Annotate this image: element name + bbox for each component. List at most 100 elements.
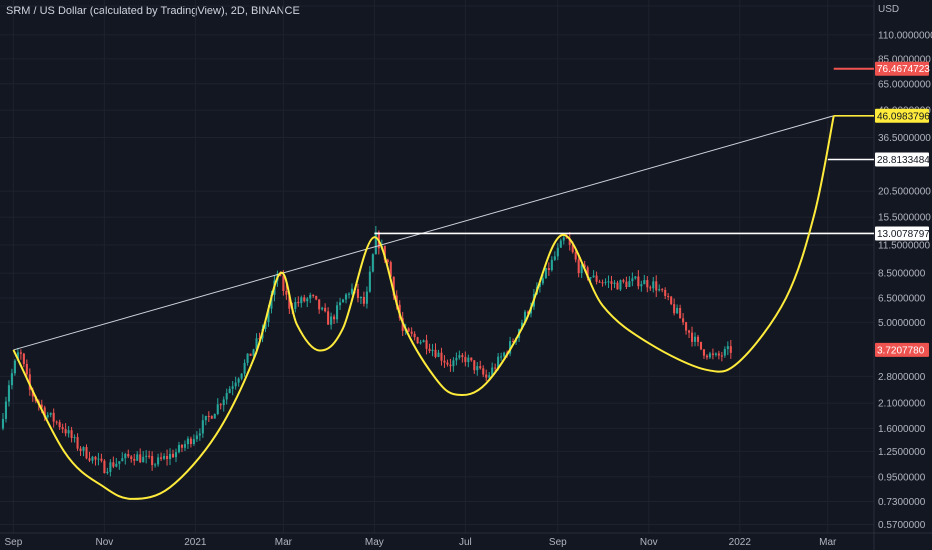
candle-up [723, 349, 726, 356]
candle-up [106, 471, 109, 474]
candle-up [192, 439, 195, 444]
candle-down [55, 421, 58, 423]
candle-up [142, 456, 145, 463]
y-tick-label: 5.0000000 [878, 318, 926, 329]
candle-down [449, 364, 452, 367]
candle-down [512, 341, 515, 343]
candle-up [592, 275, 595, 278]
candle-up [183, 444, 186, 448]
candle-up [523, 311, 527, 323]
candle-up [91, 456, 94, 461]
candle-down [52, 412, 55, 422]
candle-down [64, 429, 67, 434]
candle-down [568, 238, 571, 246]
candle-down [88, 458, 91, 461]
candle-down [610, 281, 613, 284]
candle-down [425, 340, 428, 349]
candle-down [685, 322, 688, 331]
candle-up [714, 353, 717, 355]
price-label: 13.0078797 [877, 229, 930, 240]
price-label-box [875, 152, 929, 167]
candle-up [174, 452, 178, 458]
candle-down [303, 297, 306, 302]
candle-down [103, 460, 106, 474]
symbol-title: SRM / US Dollar (calculated by TradingVi… [6, 5, 300, 17]
candle-up [550, 259, 553, 271]
price-label: 3.7207780 [877, 345, 925, 356]
candle-up [4, 401, 8, 419]
candle-up [109, 462, 112, 472]
candle-down [356, 289, 359, 299]
candle-up [115, 463, 118, 467]
candle-down [601, 282, 604, 284]
candle-down [19, 352, 22, 354]
candle-up [604, 281, 607, 283]
candle-down [288, 294, 291, 309]
candle-down [699, 341, 703, 350]
candle-down [625, 281, 628, 288]
candle-down [28, 374, 31, 390]
candle-down [219, 404, 222, 406]
candle-up [339, 302, 342, 306]
candle-up [306, 298, 309, 302]
candle-up [237, 378, 240, 383]
candle-down [494, 367, 497, 369]
candle-up [359, 296, 362, 299]
candle-down [386, 259, 389, 263]
x-tick-label: Sep [5, 537, 23, 548]
candle-down [315, 295, 318, 300]
candle-up [198, 433, 201, 436]
y-tick-label: 0.7300000 [878, 497, 926, 508]
price-label: 28.8133484 [877, 155, 930, 166]
candle-down [690, 332, 694, 342]
candle-down [389, 262, 392, 277]
price-label: 76.4674723 [877, 64, 930, 75]
candle-down [327, 311, 330, 325]
y-tick-label: 15.5000000 [878, 213, 931, 224]
candle-up [157, 457, 160, 465]
candle-up [300, 297, 303, 304]
candle-down [717, 353, 720, 356]
candle-down [416, 337, 419, 344]
candle-up [503, 352, 506, 357]
candle-down [598, 281, 601, 283]
y-tick-label: 36.5000000 [878, 133, 931, 144]
candle-down [312, 294, 315, 296]
candle-up [270, 294, 273, 309]
candle-up [553, 256, 556, 260]
candle-up [136, 454, 139, 461]
candle-up [556, 247, 559, 257]
candle-down [94, 456, 97, 460]
candle-down [440, 352, 443, 361]
candle-down [210, 416, 213, 419]
candle-down [428, 348, 431, 352]
pattern-curve[interactable] [12, 115, 835, 500]
candle-down [58, 422, 61, 428]
candle-up [467, 357, 470, 363]
candle-up [559, 240, 562, 248]
price-label-box [875, 61, 929, 76]
candle-up [228, 388, 231, 394]
x-tick-label: Nov [96, 537, 114, 548]
candle-up [255, 338, 258, 350]
candle-down [279, 273, 282, 276]
y-tick-label: 0.9500000 [878, 472, 926, 483]
price-label-box [875, 342, 929, 357]
candle-down [446, 362, 449, 365]
candle-up [652, 281, 655, 289]
candle-down [249, 353, 252, 356]
candle-up [368, 271, 371, 292]
candle-up [509, 341, 512, 354]
candle-down [410, 331, 413, 334]
candle-up [124, 454, 127, 459]
candle-up [201, 420, 204, 434]
candle-up [371, 254, 374, 272]
candle-down [324, 307, 327, 312]
candle-down [443, 360, 446, 363]
y-tick-label: 6.5000000 [878, 294, 926, 305]
candle-up [7, 385, 10, 402]
candle-down [318, 299, 321, 310]
y-tick-label: 0.5700000 [878, 520, 926, 531]
